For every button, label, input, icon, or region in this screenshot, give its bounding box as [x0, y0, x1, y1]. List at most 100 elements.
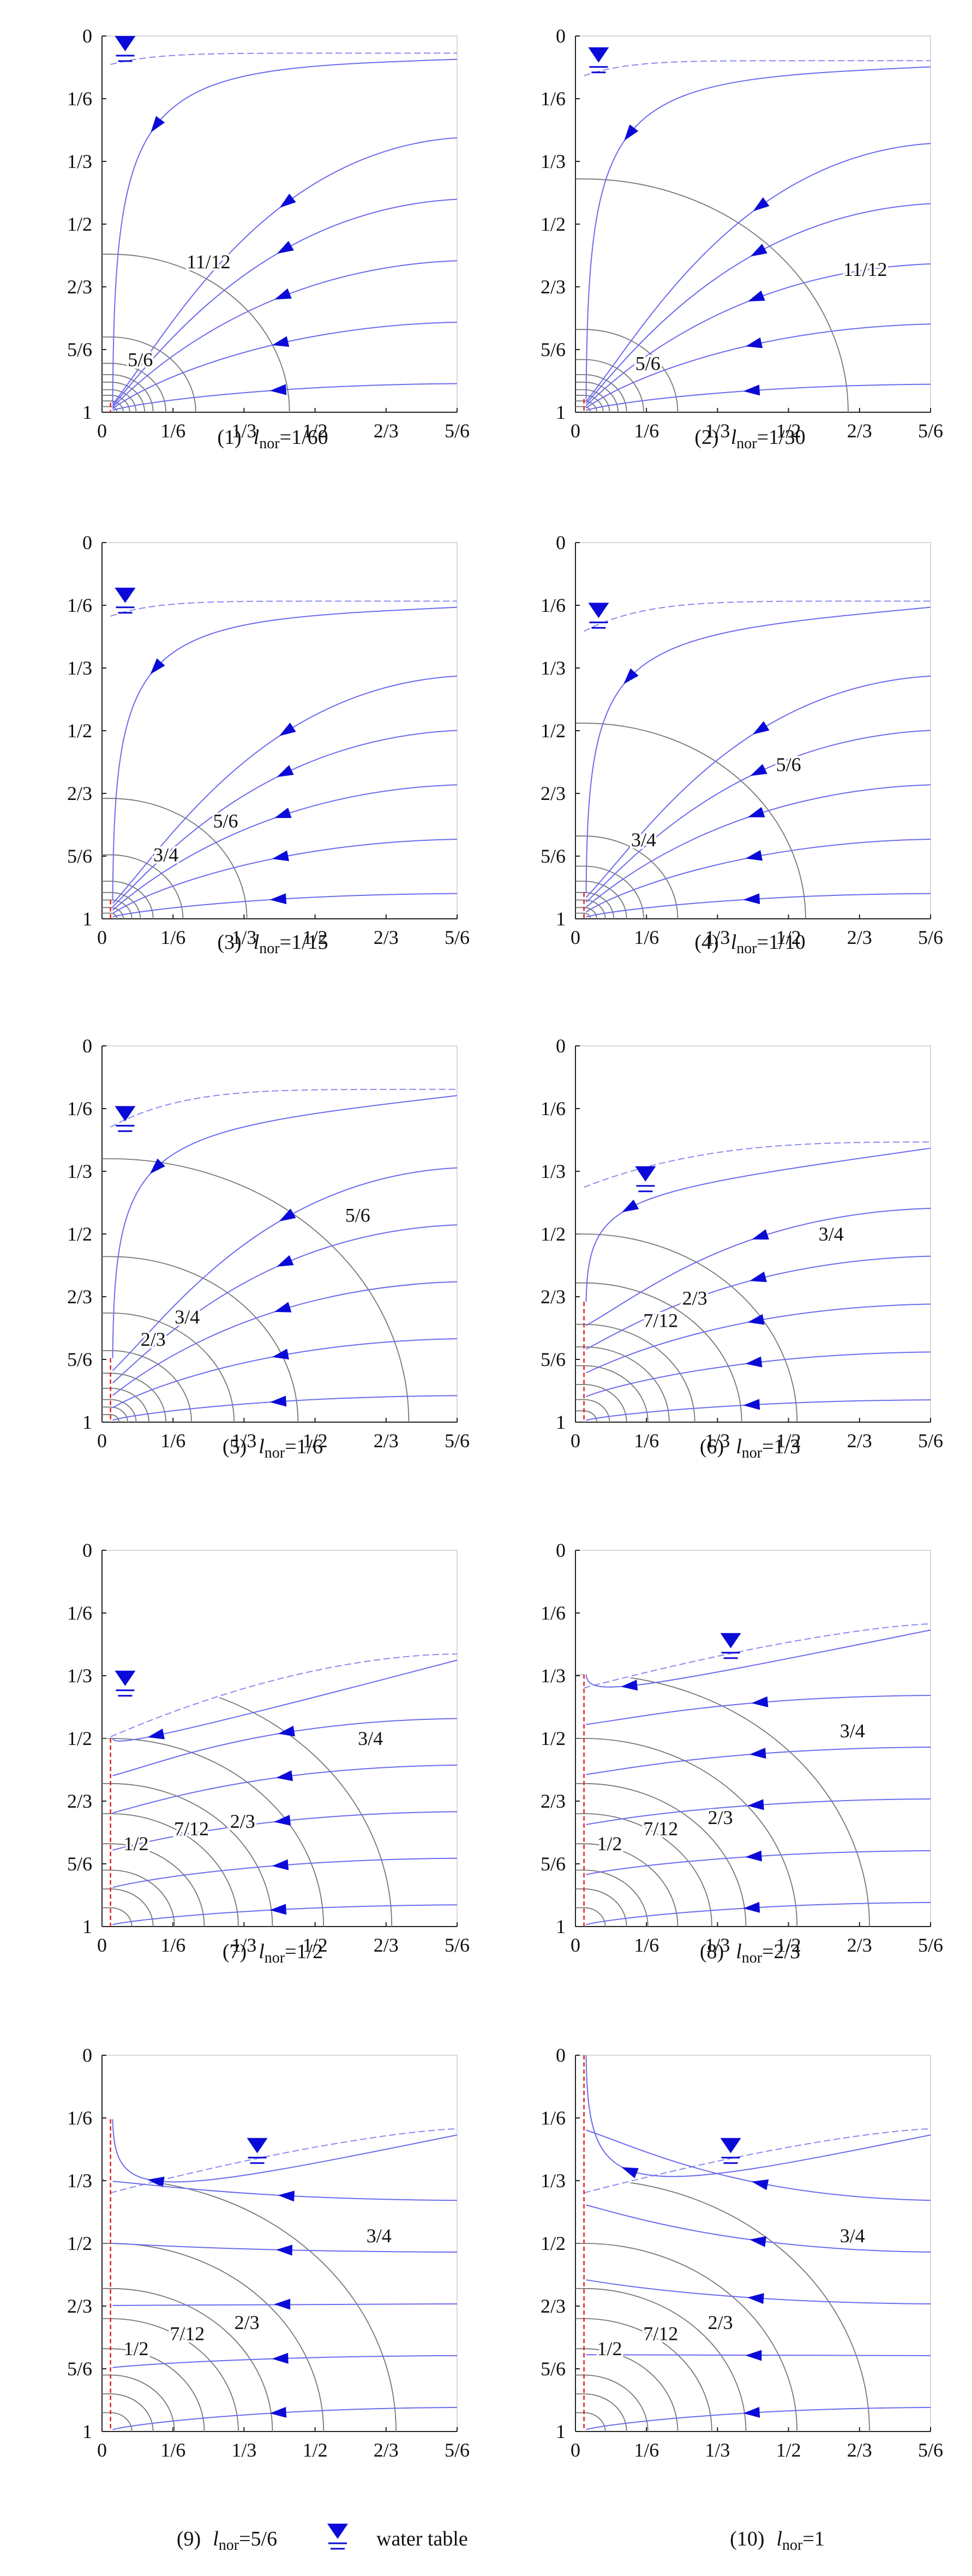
equipotential-line — [102, 1388, 149, 1422]
panel: 01/61/31/22/35/610 1/6 1/3 1/2 2/3 5/611/125/… — [541, 25, 943, 452]
equipotential-line — [102, 2288, 273, 2431]
x-tick-label: 0 — [97, 1934, 107, 1956]
y-tick-label: 1/2 — [541, 1728, 566, 1749]
x-tick-label: 1/6 — [634, 1430, 659, 1452]
flow-arrow — [269, 1395, 287, 1407]
flow-arrow — [151, 116, 165, 133]
flow-arrow — [623, 668, 639, 684]
x-tick-label: 1/2 — [776, 2439, 801, 2461]
equipotential-line — [575, 723, 806, 919]
x-tick-label: 0 — [97, 420, 107, 442]
streamline — [112, 1224, 458, 1383]
y-tick-label: 2/3 — [67, 1286, 92, 1308]
legend-label: water table — [376, 2527, 468, 2550]
x-tick-label: 2/3 — [847, 1934, 872, 1956]
caption: (1) lnor=1/60 — [217, 426, 328, 452]
streamline — [586, 2129, 931, 2201]
water-table-marker — [720, 2138, 741, 2153]
equipotential-line — [102, 1738, 325, 1927]
y-tick-label: 1 — [82, 2421, 92, 2442]
y-tick-label: 0 — [556, 1035, 566, 1057]
contour-label: 3/4 — [358, 1728, 383, 1749]
flow-arrow — [745, 2350, 762, 2361]
contour-label: 3/4 — [367, 2225, 392, 2247]
x-tick-label: 1/6 — [160, 1934, 185, 1956]
x-tick-label: 1/6 — [634, 2439, 659, 2461]
flow-arrow — [750, 244, 767, 257]
caption-subscript: nor — [265, 1445, 285, 1461]
caption-symbol: l — [254, 426, 260, 449]
y-tick-label: 2/3 — [67, 783, 92, 804]
streamline — [585, 675, 931, 898]
caption-symbol: l — [731, 931, 737, 954]
y-tick-label: 1 — [556, 2421, 566, 2442]
equipotential-line — [575, 2348, 679, 2431]
streamline — [586, 1695, 931, 1725]
y-tick-label: 2/3 — [541, 2295, 566, 2317]
contour-label: 3/4 — [631, 829, 656, 851]
caption: (8) lnor=2/3 — [700, 1940, 800, 1966]
contour-label: 1/2 — [597, 2338, 622, 2360]
equipotential-line — [102, 1783, 273, 1927]
flow-arrow — [743, 893, 760, 905]
caption-value: =1/60 — [280, 426, 328, 449]
y-tick-label: 1/6 — [67, 2107, 92, 2129]
flow-arrow — [274, 1302, 292, 1313]
flow-arrow — [621, 2167, 639, 2178]
caption-value: =1/30 — [757, 426, 806, 449]
contour-label: 11/12 — [187, 251, 231, 273]
flow-arrow — [272, 1859, 289, 1870]
equipotential-line — [575, 178, 849, 413]
equipotential-line — [102, 899, 133, 919]
streamline — [112, 730, 458, 907]
equipotential-line — [102, 912, 118, 919]
contour-label: 7/12 — [174, 1818, 209, 1840]
y-tick-label: 2/3 — [67, 1790, 92, 1812]
flow-arrow — [150, 658, 165, 675]
y-tick-label: 1/6 — [67, 88, 92, 110]
x-tick-label: 5/6 — [918, 926, 943, 948]
y-tick-label: 1/2 — [67, 213, 92, 235]
x-tick-label: 0 — [97, 2439, 107, 2461]
y-tick-label: 0 — [556, 1539, 566, 1561]
y-tick-label: 5/6 — [67, 339, 92, 360]
x-tick-label: 2/3 — [847, 420, 872, 442]
streamline — [585, 203, 931, 404]
caption-value: =1/2 — [285, 1940, 323, 1963]
caption-number: (6) — [700, 1435, 724, 1458]
y-tick-label: 1/3 — [67, 1665, 92, 1687]
y-tick-label: 1/3 — [541, 151, 566, 172]
y-tick-label: 5/6 — [541, 845, 566, 867]
y-tick-label: 5/6 — [67, 1349, 92, 1370]
flow-arrow — [277, 240, 294, 254]
x-tick-label: 2/3 — [374, 1430, 399, 1452]
equipotential-line — [102, 854, 184, 919]
caption-symbol: l — [736, 1435, 742, 1458]
flow-arrow — [749, 1748, 766, 1759]
contour-label: 5/6 — [213, 810, 238, 832]
y-tick-label: 1/2 — [67, 1728, 92, 1749]
equipotential-line — [102, 1350, 192, 1422]
x-tick-label: 2/3 — [374, 926, 399, 948]
water-table-line — [110, 1653, 458, 1737]
streamline — [112, 1659, 458, 1742]
caption-number: (4) — [694, 931, 718, 954]
equipotential-line — [102, 2348, 205, 2431]
x-tick-label: 2/3 — [374, 2439, 399, 2461]
caption-subscript: nor — [265, 1949, 285, 1966]
equipotential-line — [102, 336, 196, 412]
equipotential-line — [102, 1313, 235, 1422]
x-tick-label: 1/3 — [705, 420, 730, 442]
x-tick-label: 5/6 — [445, 926, 470, 948]
panel: 01/61/31/22/35/610 1/6 1/3 1/2 2/3 5/63/42/37… — [541, 2044, 943, 2554]
caption-number: (2) — [694, 426, 718, 449]
flow-arrow — [147, 1729, 165, 1740]
y-tick-label: 0 — [82, 1035, 92, 1057]
caption-number: (5) — [223, 1435, 247, 1458]
caption-number: (3) — [217, 931, 241, 954]
y-tick-label: 1/6 — [541, 88, 566, 110]
contour-label: 2/3 — [235, 2312, 260, 2333]
streamline — [112, 2303, 458, 2306]
streamline — [585, 2055, 931, 2177]
streamline — [112, 838, 458, 914]
